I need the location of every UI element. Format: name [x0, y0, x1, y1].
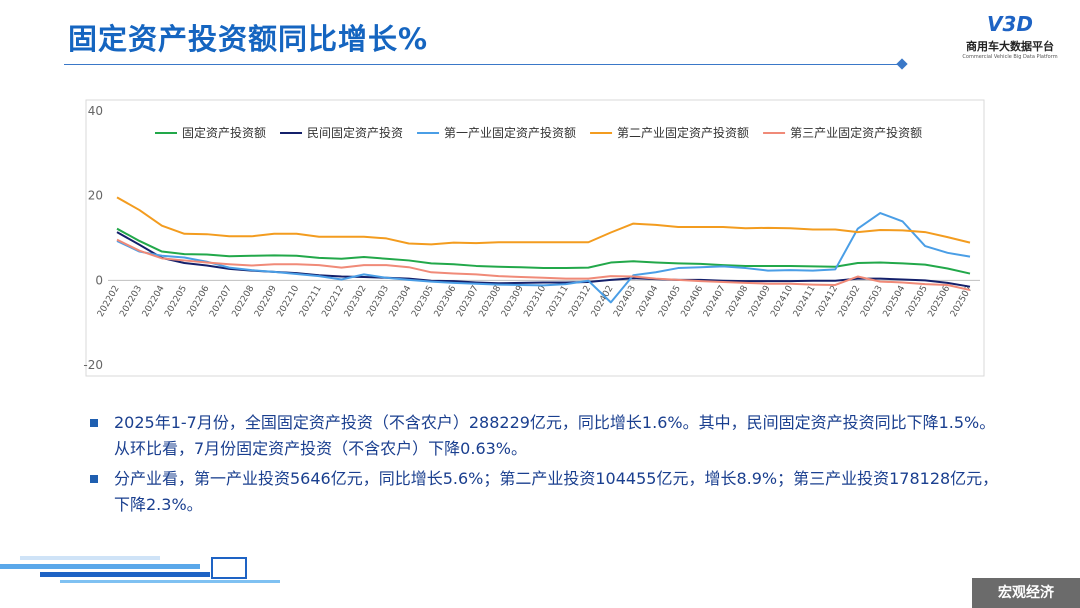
slide-title: 固定资产投资额同比增长% [68, 22, 429, 56]
title-rule [64, 64, 904, 65]
logo-name: 商用车大数据平台 [966, 40, 1054, 53]
chart: -200204020220220220320220420220520220620… [83, 99, 985, 377]
y-tick-label: 0 [95, 273, 103, 287]
deco-stripe [60, 580, 280, 583]
bullet: 2025年1-7月份，全国固定资产投资（不含农户）288229亿元，同比增长1.… [90, 410, 1000, 462]
bullet: 分产业看，第一产业投资5646亿元，同比增长5.6%；第二产业投资104455亿… [90, 466, 1000, 518]
deco-stripe [40, 572, 210, 577]
footer-tag: 宏观经济 [972, 578, 1080, 608]
series-line [116, 196, 971, 246]
decoration [0, 556, 280, 583]
deco-stripe [0, 564, 200, 569]
y-tick-label: 40 [88, 104, 103, 118]
series-line [116, 238, 971, 292]
legend-label: 第二产业固定资产投资额 [617, 125, 749, 140]
deco-stripe [20, 556, 160, 560]
y-tick-label: -20 [83, 358, 103, 372]
logo: V3D 商用车大数据平台 Commercial Vehicle Big Data… [950, 12, 1070, 60]
deco-truck [211, 557, 247, 579]
series-line [116, 227, 971, 275]
y-tick-label: 20 [88, 189, 103, 203]
series-line [116, 212, 971, 304]
legend-label: 第一产业固定资产投资额 [444, 125, 576, 140]
legend-label: 固定资产投资额 [182, 125, 266, 140]
chart-frame [85, 99, 985, 377]
legend-label: 民间固定资产投资 [307, 125, 403, 140]
logo-subtitle: Commercial Vehicle Big Data Platform [962, 54, 1058, 60]
bullet-list: 2025年1-7月份，全国固定资产投资（不含农户）288229亿元，同比增长1.… [90, 410, 1000, 522]
legend-label: 第三产业固定资产投资额 [790, 125, 922, 140]
logo-mark: V3D [987, 12, 1033, 36]
